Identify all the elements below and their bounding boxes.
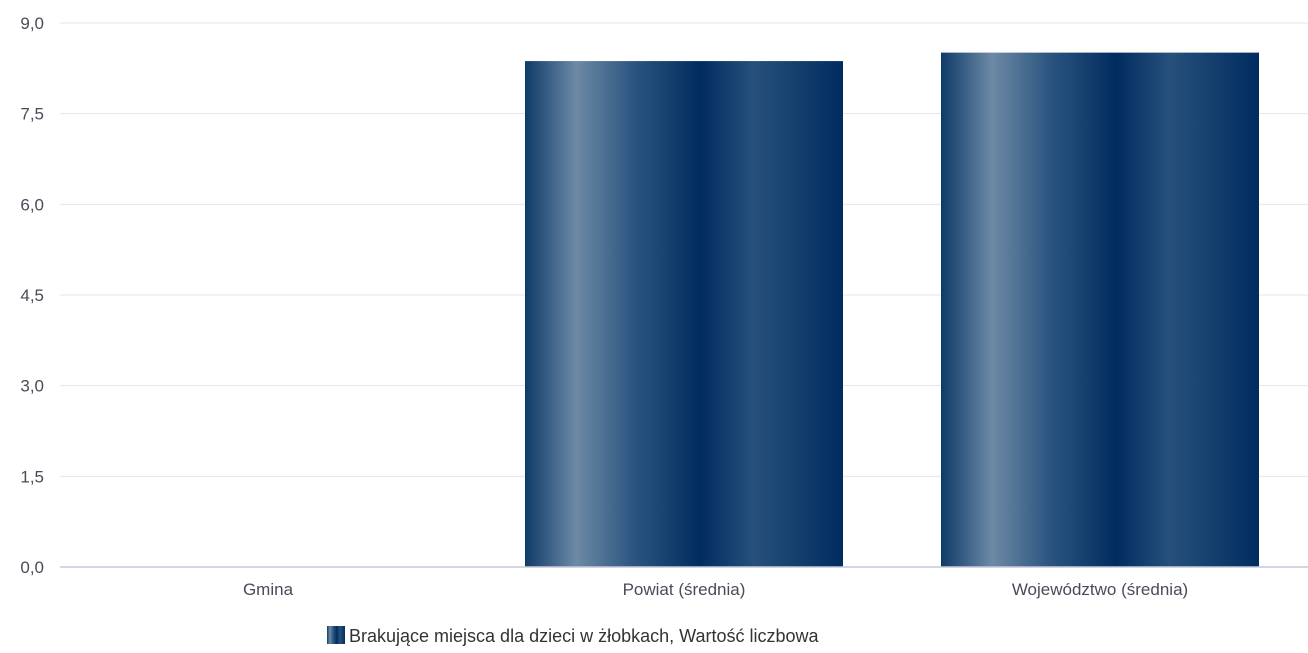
bars <box>525 52 1259 567</box>
legend-swatch[interactable] <box>327 626 345 644</box>
bar[interactable] <box>525 61 843 567</box>
x-tick-label: Gmina <box>243 580 294 599</box>
legend-label[interactable]: Brakujące miejsca dla dzieci w żłobkach,… <box>349 626 820 646</box>
y-tick-label: 9,0 <box>20 14 44 33</box>
y-tick-label: 7,5 <box>20 105 44 124</box>
y-tick-label: 3,0 <box>20 377 44 396</box>
axes: 0,0 1,5 3,0 4,5 6,0 7,5 9,0 Gmina Powiat (średni… <box>20 14 1308 599</box>
y-tick-label: 6,0 <box>20 195 44 214</box>
y-tick-label: 1,5 <box>20 467 44 486</box>
legend[interactable]: Brakujące miejsca dla dzieci w żłobkach,… <box>327 626 820 646</box>
bar[interactable] <box>941 52 1259 567</box>
x-tick-label: Powiat (średnia) <box>623 580 746 599</box>
y-tick-label: 4,5 <box>20 286 44 305</box>
x-tick-label: Województwo (średnia) <box>1012 580 1188 599</box>
y-tick-label: 0,0 <box>20 558 44 577</box>
